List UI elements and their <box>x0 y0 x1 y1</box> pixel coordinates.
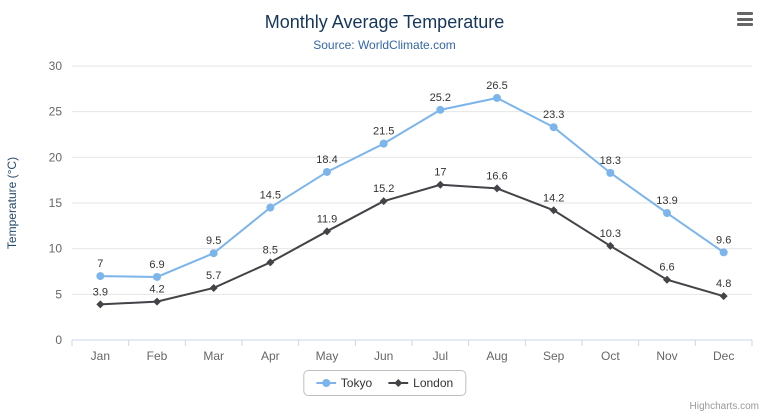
y-axis-title: Temperature (°C) <box>5 157 19 249</box>
tokyo-point[interactable] <box>96 272 105 281</box>
data-label: 11.9 <box>317 213 338 225</box>
tokyo-point[interactable] <box>549 123 558 132</box>
london-point[interactable] <box>153 297 161 306</box>
london-point[interactable] <box>379 197 388 206</box>
hamburger-bar <box>737 17 753 21</box>
data-label: 13.9 <box>656 195 677 207</box>
credits-link[interactable]: Highcharts.com <box>689 401 759 412</box>
x-tick-label: Oct <box>601 349 620 363</box>
legend-item-london[interactable]: London <box>388 376 453 390</box>
chart-title: Monthly Average Temperature <box>264 12 505 32</box>
london-point[interactable] <box>323 227 331 236</box>
tokyo-point[interactable] <box>153 272 161 281</box>
data-label: 4.2 <box>149 284 164 296</box>
legend: Tokyo London <box>302 370 467 396</box>
data-label: 4.8 <box>716 278 731 290</box>
data-label: 18.3 <box>600 155 621 167</box>
y-tick-label: 15 <box>49 196 63 210</box>
data-label: 15.2 <box>373 183 394 195</box>
london-series-marker-icon <box>388 379 409 387</box>
tokyo-point[interactable] <box>719 248 728 257</box>
y-tick-label: 10 <box>49 242 63 256</box>
london-point[interactable] <box>493 184 501 193</box>
london-point[interactable] <box>96 300 105 309</box>
x-tick-label: Sep <box>543 349 565 363</box>
data-label: 14.5 <box>260 190 281 202</box>
tokyo-series-line <box>100 96 725 278</box>
data-label: 5.7 <box>206 270 221 282</box>
x-tick-label: Jun <box>374 349 393 363</box>
london-point[interactable] <box>549 206 558 215</box>
legend-label-tokyo: Tokyo <box>340 376 373 390</box>
data-label: 3.9 <box>93 286 108 298</box>
data-label: 8.5 <box>263 244 278 256</box>
data-label: 23.3 <box>543 109 564 121</box>
data-label: 9.5 <box>206 235 221 247</box>
x-tick-label: Jan <box>91 349 110 363</box>
tokyo-point[interactable] <box>379 139 388 148</box>
data-label: 10.3 <box>600 228 621 240</box>
tokyo-point[interactable] <box>663 209 671 218</box>
hamburger-bar <box>737 23 753 26</box>
data-label: 21.5 <box>373 126 394 138</box>
y-tick-label: 0 <box>55 333 62 347</box>
data-label: 9.6 <box>716 234 731 246</box>
chart-subtitle: Source: WorldClimate.com <box>313 38 456 52</box>
london-point[interactable] <box>606 241 615 250</box>
x-tick-label: Mar <box>203 349 224 363</box>
x-tick-label: Dec <box>713 349 734 363</box>
data-label: 7 <box>97 258 103 270</box>
x-tick-label: Jul <box>433 349 448 363</box>
data-label: 6.6 <box>659 262 674 274</box>
tokyo-point[interactable] <box>266 203 275 212</box>
data-label: 26.5 <box>486 80 507 92</box>
data-label: 17 <box>434 167 446 179</box>
london-point[interactable] <box>436 180 445 189</box>
x-tick-label: May <box>316 349 339 363</box>
y-tick-label: 20 <box>49 150 63 164</box>
tokyo-point[interactable] <box>493 93 501 102</box>
tokyo-point[interactable] <box>323 167 331 176</box>
x-tick-label: Aug <box>486 349 507 363</box>
x-tick-label: Feb <box>147 349 168 363</box>
tokyo-point[interactable] <box>209 249 218 258</box>
data-label: 25.2 <box>430 92 451 104</box>
london-point[interactable] <box>663 275 671 284</box>
london-series-line <box>100 183 724 306</box>
x-tick-label: Nov <box>656 349 677 363</box>
london-point[interactable] <box>266 258 275 267</box>
data-label: 14.2 <box>543 192 564 204</box>
tokyo-series-marker-icon <box>315 379 336 387</box>
legend-label-london: London <box>413 376 454 390</box>
x-tick-label: Apr <box>261 349 280 363</box>
london-point[interactable] <box>209 283 218 292</box>
y-tick-label: 25 <box>49 105 63 119</box>
data-label: 18.4 <box>316 154 337 166</box>
tokyo-point[interactable] <box>606 168 615 177</box>
y-tick-label: 5 <box>55 287 62 301</box>
legend-item-tokyo[interactable]: Tokyo <box>315 376 373 390</box>
data-label: 6.9 <box>149 259 164 271</box>
tokyo-point[interactable] <box>436 105 445 114</box>
data-label: 16.6 <box>486 170 507 182</box>
hamburger-bar <box>737 12 753 15</box>
london-point[interactable] <box>719 292 728 301</box>
y-tick-label: 30 <box>49 59 63 73</box>
hamburger-menu-icon[interactable] <box>737 12 753 26</box>
